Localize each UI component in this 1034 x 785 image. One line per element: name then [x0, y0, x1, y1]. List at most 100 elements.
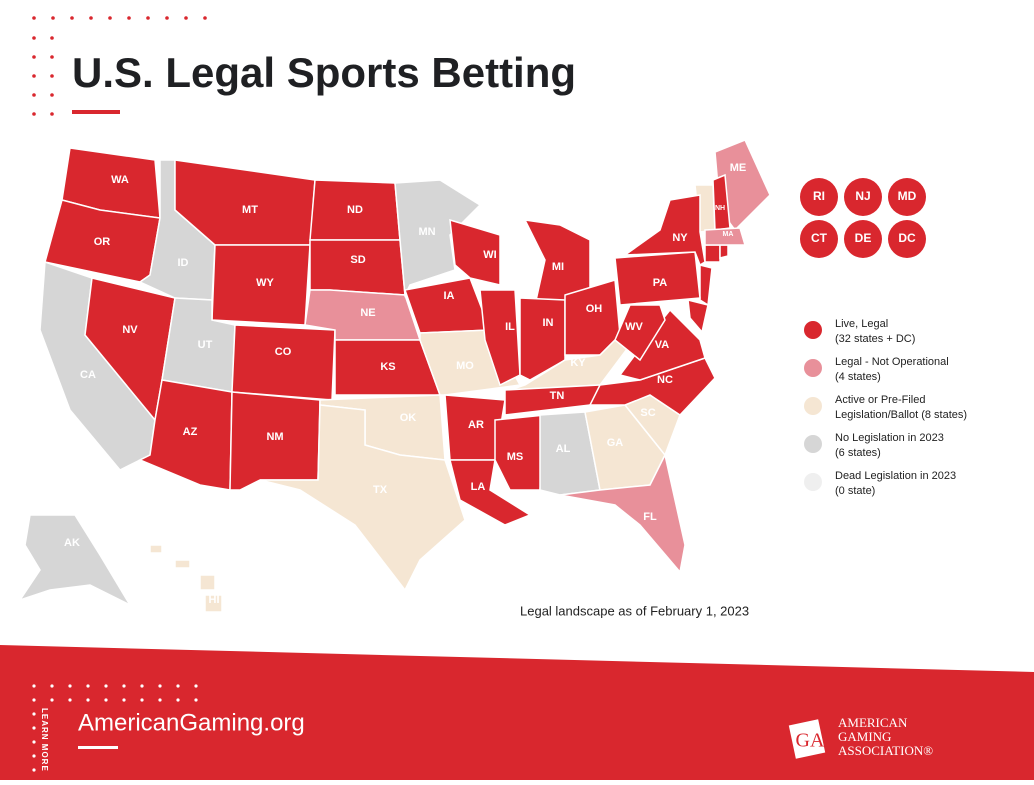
state-label: CO: [275, 346, 292, 358]
badge-label: MD: [898, 189, 917, 203]
state-label: MO: [456, 360, 474, 372]
badge: [888, 178, 926, 216]
state-shape: [309, 239, 406, 296]
state-label: NC: [657, 374, 673, 386]
legend-swatch: [804, 359, 822, 377]
dot: [194, 698, 198, 702]
state-label: ND: [347, 204, 363, 216]
state-shape: [719, 244, 729, 259]
url-underline: [78, 746, 118, 749]
state-shape: [519, 297, 566, 381]
dot: [203, 16, 207, 20]
state-label: ID: [178, 257, 189, 269]
dot: [32, 55, 36, 59]
dot: [184, 16, 188, 20]
state-label: GA: [607, 437, 624, 449]
dot: [122, 684, 126, 688]
dot: [158, 684, 162, 688]
state-label: NM: [266, 431, 283, 443]
badge-label: DC: [898, 231, 916, 245]
dot: [32, 740, 36, 744]
state-shape: [704, 227, 747, 246]
dot: [32, 16, 36, 20]
state-label: SD: [350, 254, 365, 266]
state-shape: [149, 544, 223, 613]
state-label: WA: [111, 174, 129, 186]
state-label: HI: [209, 594, 220, 606]
dot: [140, 698, 144, 702]
state-shape: [622, 194, 706, 267]
state-shape: [479, 289, 521, 387]
legend-label: (0 state): [835, 485, 875, 497]
state-label: NY: [672, 232, 688, 244]
state-shape: [687, 299, 709, 334]
state-label: KS: [380, 361, 395, 373]
org-name: GAMING: [838, 729, 891, 744]
dot: [140, 684, 144, 688]
dot: [50, 36, 54, 40]
badge: [800, 220, 838, 258]
logo-mark: [788, 719, 826, 759]
state-label: ME: [730, 162, 747, 174]
state-shape: [559, 452, 686, 574]
badge: [844, 220, 882, 258]
badge-label: DE: [855, 231, 872, 245]
dot: [176, 698, 180, 702]
dot: [70, 16, 74, 20]
dot: [194, 684, 198, 688]
legend-label: Active or Pre-Filed: [835, 394, 925, 406]
state-label: NE: [360, 307, 375, 319]
state-label: VA: [655, 339, 670, 351]
dot: [32, 768, 36, 772]
badge: [888, 220, 926, 258]
state-shape: [704, 244, 721, 263]
dot: [32, 754, 36, 758]
legend-swatch: [804, 321, 822, 339]
learn-more[interactable]: LEARN MORE: [40, 708, 49, 772]
dot: [146, 16, 150, 20]
dot: [32, 36, 36, 40]
state-label: NV: [122, 324, 138, 336]
org-name: AMERICAN: [838, 715, 908, 730]
state-label: MS: [507, 451, 524, 463]
state-label: MN: [418, 226, 435, 238]
legend-label: (6 states): [835, 447, 881, 459]
map: WA OR CA NV ID MT WY UT CO AZ NM ND SD NE KS OK TX MN IA MO…: [18, 139, 967, 613]
state-label: AK: [64, 537, 80, 549]
title-underline: [72, 110, 120, 114]
legend-swatch: [804, 473, 822, 491]
dot: [127, 16, 131, 20]
state-label: NH: [715, 205, 725, 212]
state-label: MT: [242, 204, 258, 216]
dot: [32, 93, 36, 97]
state-label: MA: [723, 231, 734, 238]
logo: GA AMERICAN GAMING ASSOCIATION®: [788, 715, 933, 759]
legend-label: No Legislation in 2023: [835, 432, 944, 444]
legend-label: (32 states + DC): [835, 333, 915, 345]
state-shape: [614, 304, 666, 362]
state-label: TN: [550, 390, 565, 402]
state-label: FL: [643, 511, 657, 523]
footer-band: [0, 645, 1034, 780]
dot: [68, 698, 72, 702]
dot: [32, 698, 36, 702]
title: U.S. Legal Sports Betting: [72, 49, 576, 96]
state-label: IA: [444, 290, 455, 302]
dot-pattern: [32, 16, 207, 116]
dot: [50, 112, 54, 116]
dot: [89, 16, 93, 20]
legend-label: Legislation/Ballot (8 states): [835, 409, 967, 421]
dot: [176, 684, 180, 688]
state-label: KY: [570, 357, 586, 369]
footer-url[interactable]: AmericanGaming.org: [78, 709, 305, 736]
state-label: IL: [505, 321, 515, 333]
state-label: AZ: [183, 426, 198, 438]
state-label: OH: [586, 303, 603, 315]
legend-swatch: [804, 435, 822, 453]
dot: [122, 698, 126, 702]
dot: [86, 698, 90, 702]
legend-label: Live, Legal: [835, 318, 888, 330]
dot: [86, 684, 90, 688]
state-shape: [18, 514, 132, 607]
